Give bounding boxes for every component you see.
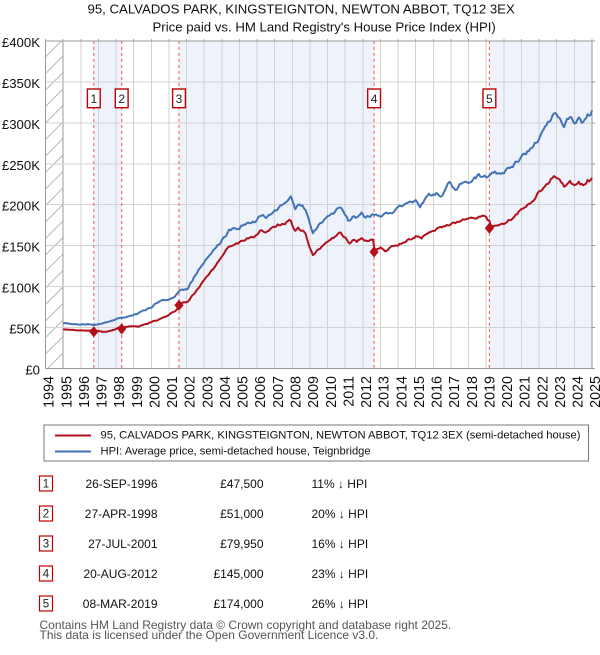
svg-text:Contains HM Land Registry data: Contains HM Land Registry data © Crown c… — [40, 618, 452, 632]
svg-text:£200K: £200K — [2, 199, 40, 214]
svg-text:£145,000: £145,000 — [213, 567, 263, 581]
svg-text:5: 5 — [43, 599, 49, 611]
svg-text:2018: 2018 — [465, 376, 481, 408]
svg-text:2012: 2012 — [359, 376, 375, 408]
svg-text:2022: 2022 — [535, 376, 551, 408]
svg-text:£51,000: £51,000 — [220, 507, 264, 521]
svg-text:2002: 2002 — [183, 376, 199, 408]
svg-text:£100K: £100K — [2, 281, 40, 296]
svg-text:2000: 2000 — [148, 376, 164, 408]
svg-text:3: 3 — [176, 92, 183, 106]
svg-text:5: 5 — [486, 92, 493, 106]
svg-text:2010: 2010 — [324, 376, 340, 408]
svg-text:11% ↓ HPI: 11% ↓ HPI — [312, 477, 368, 491]
svg-text:£0: £0 — [25, 363, 40, 378]
svg-text:2015: 2015 — [412, 376, 428, 408]
svg-text:£174,000: £174,000 — [213, 597, 263, 611]
svg-text:20% ↓ HPI: 20% ↓ HPI — [312, 507, 369, 521]
svg-text:2024: 2024 — [571, 376, 587, 408]
svg-text:2019: 2019 — [482, 376, 498, 408]
svg-text:20-AUG-2012: 20-AUG-2012 — [83, 567, 157, 581]
svg-text:HPI: Average price, semi-detac: HPI: Average price, semi-detached house,… — [101, 446, 371, 458]
svg-text:£47,500: £47,500 — [220, 477, 264, 491]
svg-text:95, CALVADOS PARK, KINGSTEIGNT: 95, CALVADOS PARK, KINGSTEIGNTON, NEWTON… — [101, 430, 581, 442]
svg-text:26-SEP-1996: 26-SEP-1996 — [85, 477, 157, 491]
svg-text:2008: 2008 — [289, 376, 305, 408]
svg-text:2: 2 — [43, 509, 49, 521]
svg-text:23% ↓ HPI: 23% ↓ HPI — [312, 567, 369, 581]
svg-text:1996: 1996 — [77, 376, 93, 408]
svg-text:2001: 2001 — [165, 376, 181, 408]
svg-text:1995: 1995 — [59, 376, 75, 408]
svg-text:£250K: £250K — [2, 158, 40, 173]
svg-text:1997: 1997 — [95, 376, 111, 408]
svg-text:2014: 2014 — [394, 376, 410, 408]
svg-text:08-MAR-2019: 08-MAR-2019 — [83, 597, 158, 611]
svg-text:4: 4 — [43, 569, 50, 581]
svg-text:1999: 1999 — [130, 376, 146, 408]
svg-text:2009: 2009 — [306, 376, 322, 408]
svg-text:2023: 2023 — [553, 376, 569, 408]
svg-text:2016: 2016 — [430, 376, 446, 408]
svg-text:27-APR-1998: 27-APR-1998 — [85, 507, 158, 521]
svg-text:2020: 2020 — [500, 376, 516, 408]
svg-text:26% ↓ HPI: 26% ↓ HPI — [312, 597, 369, 611]
svg-text:2004: 2004 — [218, 376, 234, 408]
svg-text:1: 1 — [43, 479, 49, 491]
svg-text:95, CALVADOS PARK, KINGSTEIGNT: 95, CALVADOS PARK, KINGSTEIGNTON, NEWTON… — [88, 2, 515, 17]
svg-text:Price paid vs. HM Land Registr: Price paid vs. HM Land Registry's House … — [153, 20, 496, 35]
svg-text:This data is licensed under th: This data is licensed under the Open Gov… — [40, 628, 379, 642]
svg-text:3: 3 — [43, 539, 49, 551]
svg-text:2017: 2017 — [447, 376, 463, 408]
svg-text:2013: 2013 — [377, 376, 393, 408]
svg-text:16% ↓ HPI: 16% ↓ HPI — [312, 537, 369, 551]
svg-text:2011: 2011 — [341, 376, 357, 407]
svg-text:£150K: £150K — [2, 240, 40, 255]
svg-text:2006: 2006 — [253, 376, 269, 408]
svg-text:2021: 2021 — [518, 376, 534, 408]
svg-text:2007: 2007 — [271, 376, 287, 408]
svg-text:1: 1 — [90, 92, 97, 106]
svg-text:£300K: £300K — [2, 117, 40, 132]
svg-text:4: 4 — [371, 92, 378, 106]
svg-text:1998: 1998 — [112, 376, 128, 408]
svg-text:2003: 2003 — [200, 376, 216, 408]
svg-text:2: 2 — [118, 92, 125, 106]
svg-text:27-JUL-2001: 27-JUL-2001 — [88, 537, 158, 551]
svg-text:2025: 2025 — [588, 376, 600, 408]
svg-text:£50K: £50K — [9, 322, 40, 337]
svg-text:2005: 2005 — [236, 376, 252, 408]
svg-text:£350K: £350K — [2, 76, 40, 91]
svg-text:£79,950: £79,950 — [220, 537, 264, 551]
svg-text:£400K: £400K — [2, 35, 40, 50]
svg-text:1994: 1994 — [42, 376, 58, 408]
